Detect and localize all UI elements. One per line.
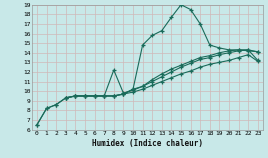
X-axis label: Humidex (Indice chaleur): Humidex (Indice chaleur) (92, 139, 203, 148)
